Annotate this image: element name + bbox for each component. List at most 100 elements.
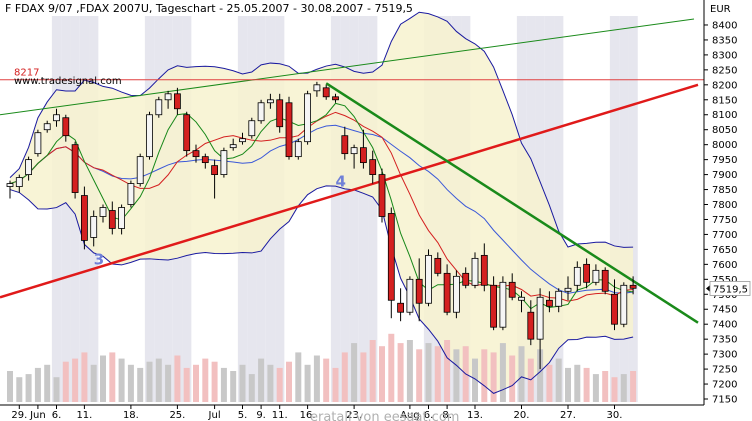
- x-tick-label: 5.: [238, 410, 248, 421]
- candle-down: [443, 272, 451, 313]
- y-tick-label: 7150: [712, 395, 737, 406]
- candle-up: [257, 102, 265, 122]
- candle-down: [508, 281, 516, 298]
- candle-up: [220, 150, 228, 175]
- volume-bar: [34, 367, 41, 402]
- candle-down: [601, 269, 609, 292]
- ma-slow-line: [9, 111, 634, 302]
- volume-bar: [546, 364, 553, 402]
- volume-bar: [602, 371, 609, 402]
- candle-down: [490, 284, 498, 328]
- volume-bar: [332, 367, 339, 402]
- volume-bar: [518, 346, 525, 402]
- candle-up: [499, 281, 507, 328]
- volume-bar: [72, 358, 79, 402]
- volume-bar: [7, 371, 13, 402]
- candle-up: [294, 141, 302, 158]
- candle-up: [266, 99, 274, 104]
- volume-bar: [351, 343, 358, 402]
- annotations: 8217 3 4: [14, 68, 346, 269]
- stripe: [61, 16, 71, 402]
- volume-bar: [537, 349, 544, 402]
- candle-down: [359, 147, 367, 164]
- candle-up: [164, 93, 172, 101]
- candle-up: [555, 290, 563, 307]
- candle-down: [322, 87, 330, 98]
- volume-bar: [472, 358, 478, 402]
- volume-bar: [499, 343, 506, 402]
- candle-down: [211, 165, 219, 175]
- axis-background: [704, 0, 752, 421]
- candle-up: [518, 296, 525, 301]
- x-tick-label: 20.: [514, 410, 530, 421]
- trend-lines: [0, 18, 704, 324]
- y-tick-label: 7550: [712, 275, 737, 286]
- volume-bar: [434, 346, 441, 402]
- candle-down: [527, 311, 535, 340]
- candle-down: [183, 114, 191, 152]
- bollinger-band-fill: [10, 12, 634, 394]
- candle-up: [304, 93, 312, 143]
- y-tick-label: 7750: [712, 215, 737, 226]
- stripe: [51, 16, 62, 402]
- x-tick-label: 11.: [272, 410, 288, 421]
- currency-label: EUR: [710, 4, 731, 15]
- y-tick-label: 8000: [712, 140, 737, 151]
- y-tick-label: 8100: [712, 110, 737, 121]
- watermark-top: www.tradesignal.com: [14, 76, 122, 87]
- candle-down: [108, 210, 116, 229]
- y-tick-label: 7300: [712, 350, 737, 361]
- candle-up: [127, 183, 135, 205]
- y-tick-label: 7650: [712, 245, 737, 256]
- candle-up: [313, 84, 321, 92]
- candle-up: [146, 114, 153, 158]
- candle-up: [573, 266, 581, 286]
- volume-bar: [127, 364, 134, 402]
- x-tick-label: 27.: [560, 410, 576, 421]
- x-tick-label: Jul: [208, 410, 221, 421]
- candle-up: [90, 216, 98, 238]
- candle-up: [53, 114, 60, 122]
- y-tick-label: 8350: [712, 35, 737, 46]
- volume-bar: [425, 343, 432, 402]
- volume-bar: [397, 343, 404, 402]
- channel-line-upper: [0, 18, 695, 116]
- candle-up: [406, 278, 414, 313]
- x-tick-label: 9.: [256, 410, 266, 421]
- volume-bar: [555, 358, 562, 402]
- y-tick-label: 7600: [712, 260, 737, 271]
- candle-up: [592, 269, 600, 283]
- wave-label: 3: [94, 250, 104, 268]
- candle-down: [285, 102, 293, 158]
- x-tick-label: 8.: [442, 410, 452, 421]
- x-tick-label: 13.: [467, 410, 483, 421]
- stripe: [619, 16, 629, 402]
- candle-up: [248, 120, 256, 137]
- stripe: [554, 16, 564, 402]
- volume-bar: [369, 340, 376, 402]
- stripe: [368, 16, 378, 402]
- volume-bar: [509, 355, 516, 402]
- x-tick-label: 23.: [346, 410, 362, 421]
- stripe: [358, 16, 369, 402]
- candle-down: [369, 159, 377, 175]
- candle-up: [6, 183, 14, 187]
- stripe: [609, 16, 620, 402]
- volume-bar: [109, 352, 116, 402]
- candle-up: [471, 257, 479, 286]
- volume-bar: [388, 333, 395, 402]
- bollinger-upper: [9, 11, 634, 248]
- volume-bar: [583, 367, 590, 402]
- volume-bars: [7, 333, 637, 402]
- candle-down: [397, 302, 405, 313]
- volume-bar: [44, 364, 51, 402]
- x-tick-label: Jun: [29, 410, 46, 421]
- volume-bar: [379, 346, 385, 402]
- volume-bar: [267, 364, 274, 402]
- stripe: [340, 16, 350, 402]
- time-axis: 29. Jun 6. 11. 18. 25. Jul 5. 9. 11. 16. 23. Aug 6. 8.…: [0, 404, 752, 421]
- volume-bar: [592, 374, 599, 402]
- candle-up: [155, 99, 163, 116]
- candle-down: [546, 299, 553, 307]
